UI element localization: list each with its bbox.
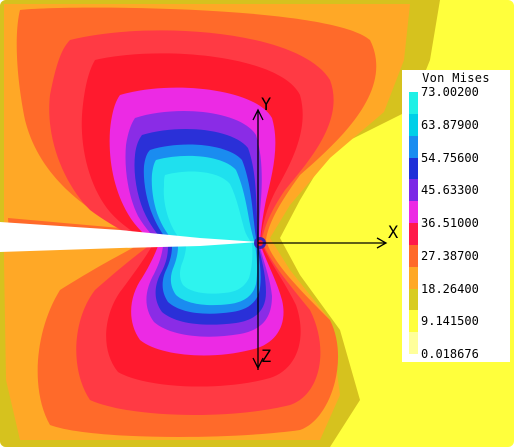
legend-swatch	[409, 179, 418, 202]
legend-swatch	[409, 266, 418, 289]
legend-swatch	[409, 288, 418, 311]
legend-tick-label: 63.87900	[421, 117, 479, 132]
z-axis-arrowhead	[252, 357, 264, 370]
legend-swatch	[409, 244, 418, 268]
y-axis-label: Y	[261, 95, 271, 115]
legend-tick-label: 27.38700	[421, 248, 479, 263]
legend-tick-label: 0.018676	[421, 347, 479, 361]
legend-tick-label: 45.63300	[421, 183, 479, 198]
legend-tick-label: 9.141500	[421, 314, 479, 329]
legend-swatch	[409, 310, 418, 333]
x-axis-label: X	[388, 223, 399, 243]
axes	[252, 108, 388, 370]
legend-tick-label: 36.51000	[421, 216, 479, 230]
legend-tick-label: 18.26400	[421, 281, 479, 296]
legend-swatch	[409, 332, 418, 355]
y-axis-arrowhead	[252, 108, 264, 121]
x-axis-arrowhead	[376, 237, 388, 249]
legend-swatch	[409, 223, 418, 246]
legend-swatch	[409, 201, 418, 224]
legend-swatch	[409, 157, 418, 180]
field-band-cyan-core	[163, 171, 253, 294]
legend-tick-label: 73.00200	[421, 85, 479, 99]
legend-swatch	[409, 135, 418, 158]
color-legend: Von Mises 73.00200 63.87900 54.75600 45.633…	[402, 70, 510, 362]
legend-swatch	[409, 113, 418, 137]
crack-notch	[0, 222, 258, 252]
legend-swatch	[409, 92, 418, 115]
legend-tick-label: 54.75600	[421, 150, 479, 165]
z-axis-label: Z	[261, 347, 271, 367]
legend-title: Von Mises	[422, 71, 490, 85]
